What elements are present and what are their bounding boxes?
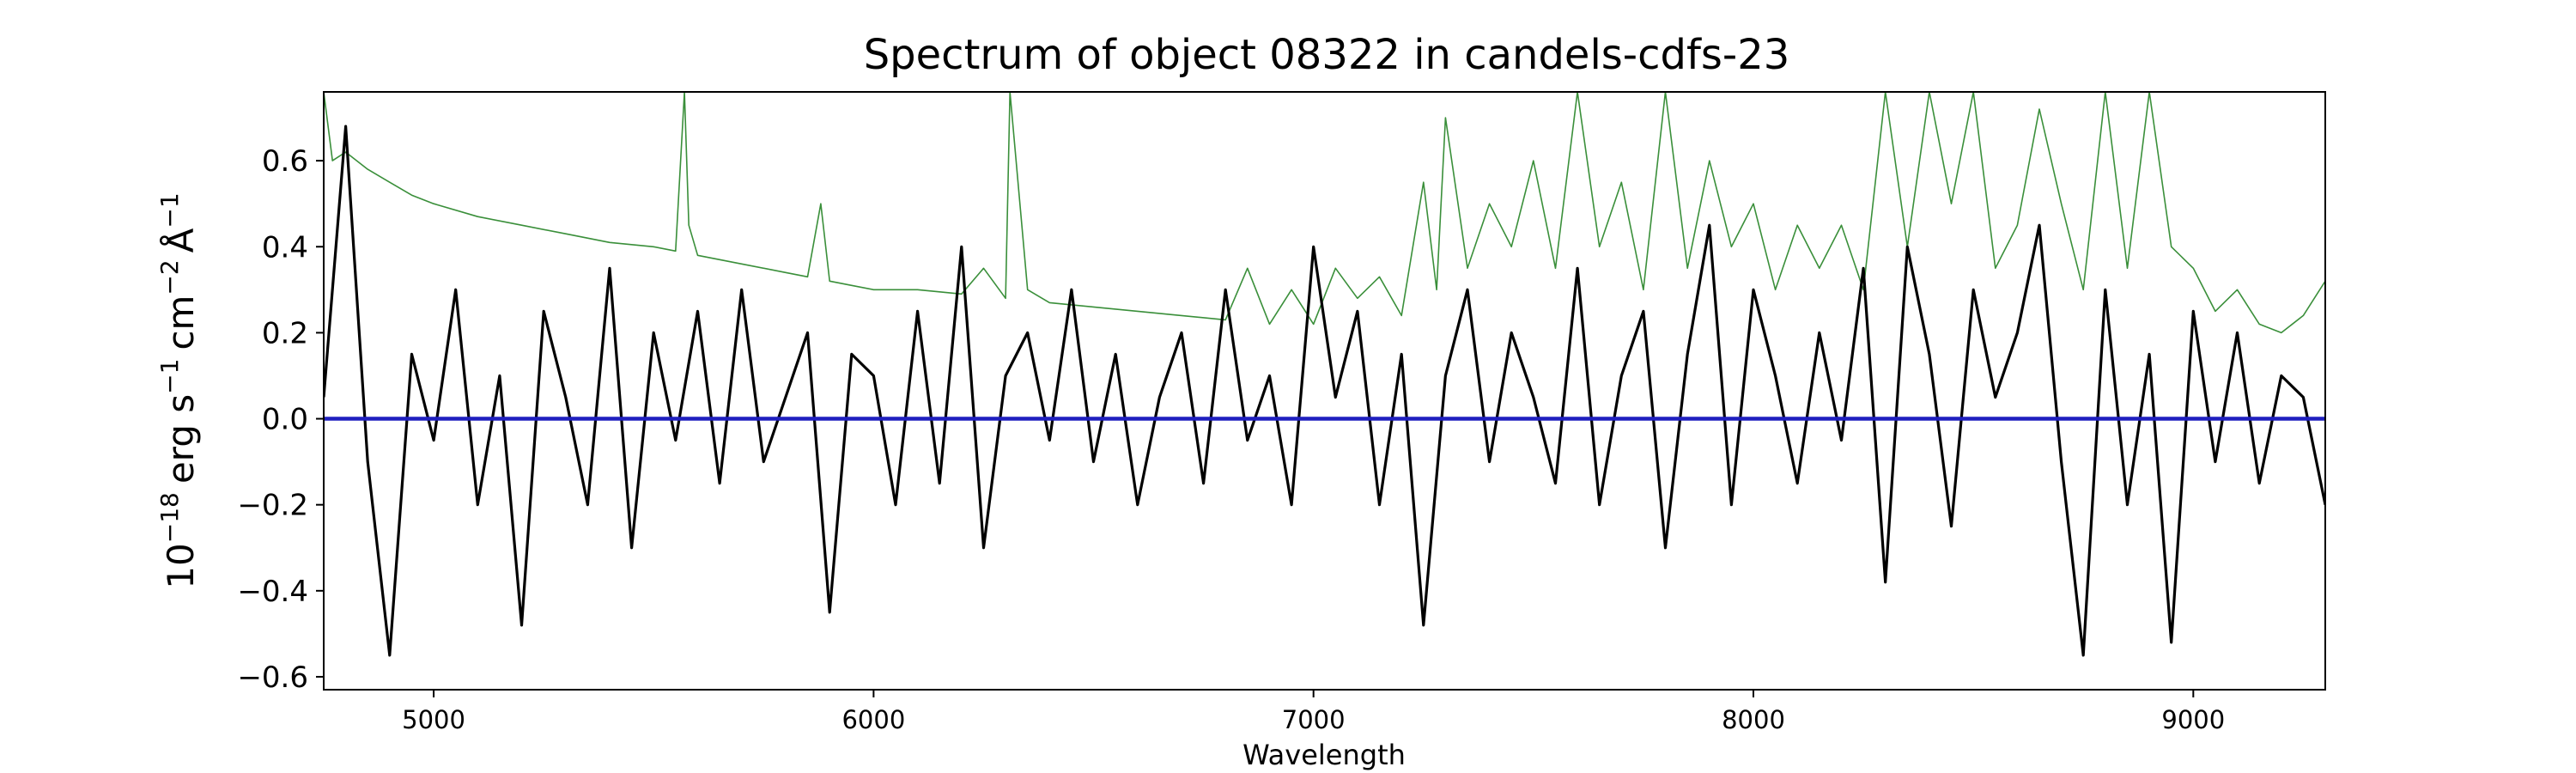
y-label-base: 10 xyxy=(160,543,202,588)
y-tick-label: −0.4 xyxy=(237,575,308,609)
x-tick-label: 5000 xyxy=(402,705,465,734)
error-series-line xyxy=(324,92,2325,334)
x-axis-label: Wavelength xyxy=(1242,739,1406,771)
y-label-exp: −18 xyxy=(155,492,184,543)
y-label-ang-exp: −1 xyxy=(155,192,184,228)
y-label-cm-exp: −2 xyxy=(155,259,184,295)
y-tick-label: 0.6 xyxy=(262,144,308,179)
x-axis: 5000 6000 7000 8000 9000 xyxy=(402,690,2225,734)
x-tick-label: 8000 xyxy=(1722,705,1785,734)
y-tick-label: −0.6 xyxy=(237,660,308,695)
flux-series-line xyxy=(324,125,2325,657)
y-tick-label: 0.0 xyxy=(262,403,308,437)
y-tick-label: −0.2 xyxy=(237,489,308,523)
y-axis: −0.6 −0.4 −0.2 0.0 0.2 0.4 0.6 xyxy=(237,144,324,695)
y-tick-label: 0.4 xyxy=(262,230,308,265)
chart-title: Spectrum of object 08322 in candels-cdfs… xyxy=(864,31,1790,79)
x-tick-label: 9000 xyxy=(2161,705,2225,734)
y-tick-label: 0.2 xyxy=(262,316,308,350)
series-layer xyxy=(324,92,2325,657)
y-axis-label: 10−18erg s−1cm−2Å−1 xyxy=(155,192,202,588)
y-label-ang: Å xyxy=(159,228,202,253)
y-label-erg: erg s xyxy=(160,394,202,484)
y-label-erg-exp: −1 xyxy=(155,359,184,394)
y-label-cm: cm xyxy=(160,295,202,350)
x-tick-label: 7000 xyxy=(1282,705,1346,734)
plot-frame xyxy=(323,91,2326,691)
x-tick-label: 6000 xyxy=(841,705,905,734)
